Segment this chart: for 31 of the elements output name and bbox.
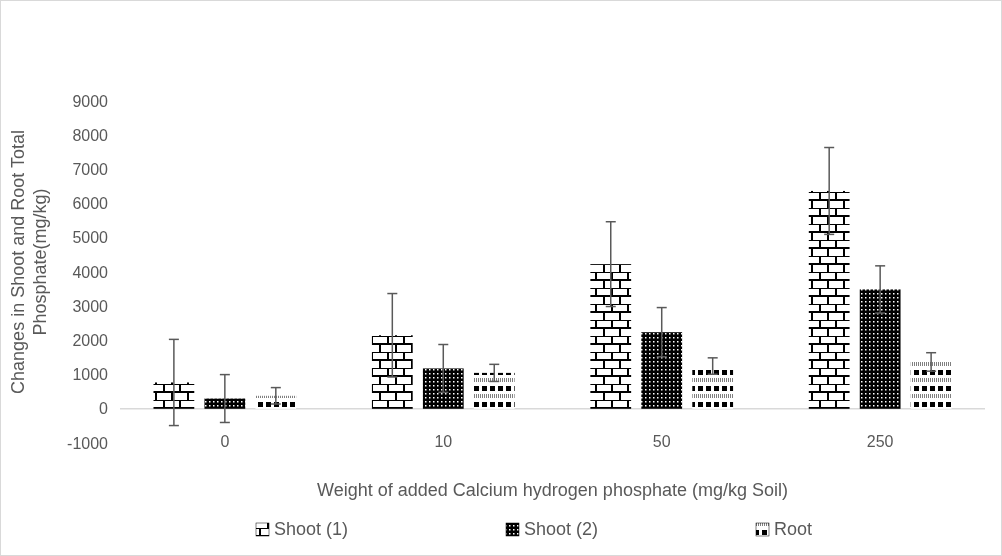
bar [422, 368, 464, 409]
bar [590, 264, 632, 409]
bar [204, 398, 246, 409]
y-tick-label: 6000 [72, 195, 109, 213]
y-axis-title: Changes in Shoot and Root Total Phosphate(mg/kg) [8, 130, 50, 394]
y-tick-label: 5000 [72, 229, 109, 247]
x-tick-label: 0 [220, 432, 230, 450]
legend-label: Shoot (1) [274, 519, 349, 539]
legend-label: Root [774, 519, 813, 539]
bar [371, 335, 413, 409]
bar [641, 332, 683, 409]
bar [255, 395, 297, 409]
y-tick-label: 3000 [72, 297, 109, 315]
bar [859, 289, 901, 409]
bar [153, 382, 195, 409]
x-tick-label: 250 [866, 432, 894, 450]
x-axis-title: Weight of added Calcium hydrogen phosphate (mg/kg Soil) [317, 480, 788, 500]
bar [910, 361, 952, 409]
y-tick-label: 9000 [72, 92, 109, 110]
x-tick-label: 10 [434, 432, 453, 450]
y-tick-label: 0 [99, 400, 109, 418]
x-tick-label: 50 [652, 432, 671, 450]
y-tick-label: 4000 [72, 263, 109, 281]
y-tick-label: 1000 [72, 366, 109, 384]
legend-label: Shoot (2) [524, 519, 599, 539]
y-tick-label: 7000 [72, 161, 109, 178]
bar [808, 190, 850, 409]
y-tick-label: 8000 [72, 126, 109, 144]
bar [473, 372, 515, 409]
y-tick-label: -1000 [67, 434, 109, 452]
y-tick-label: 2000 [72, 332, 109, 349]
